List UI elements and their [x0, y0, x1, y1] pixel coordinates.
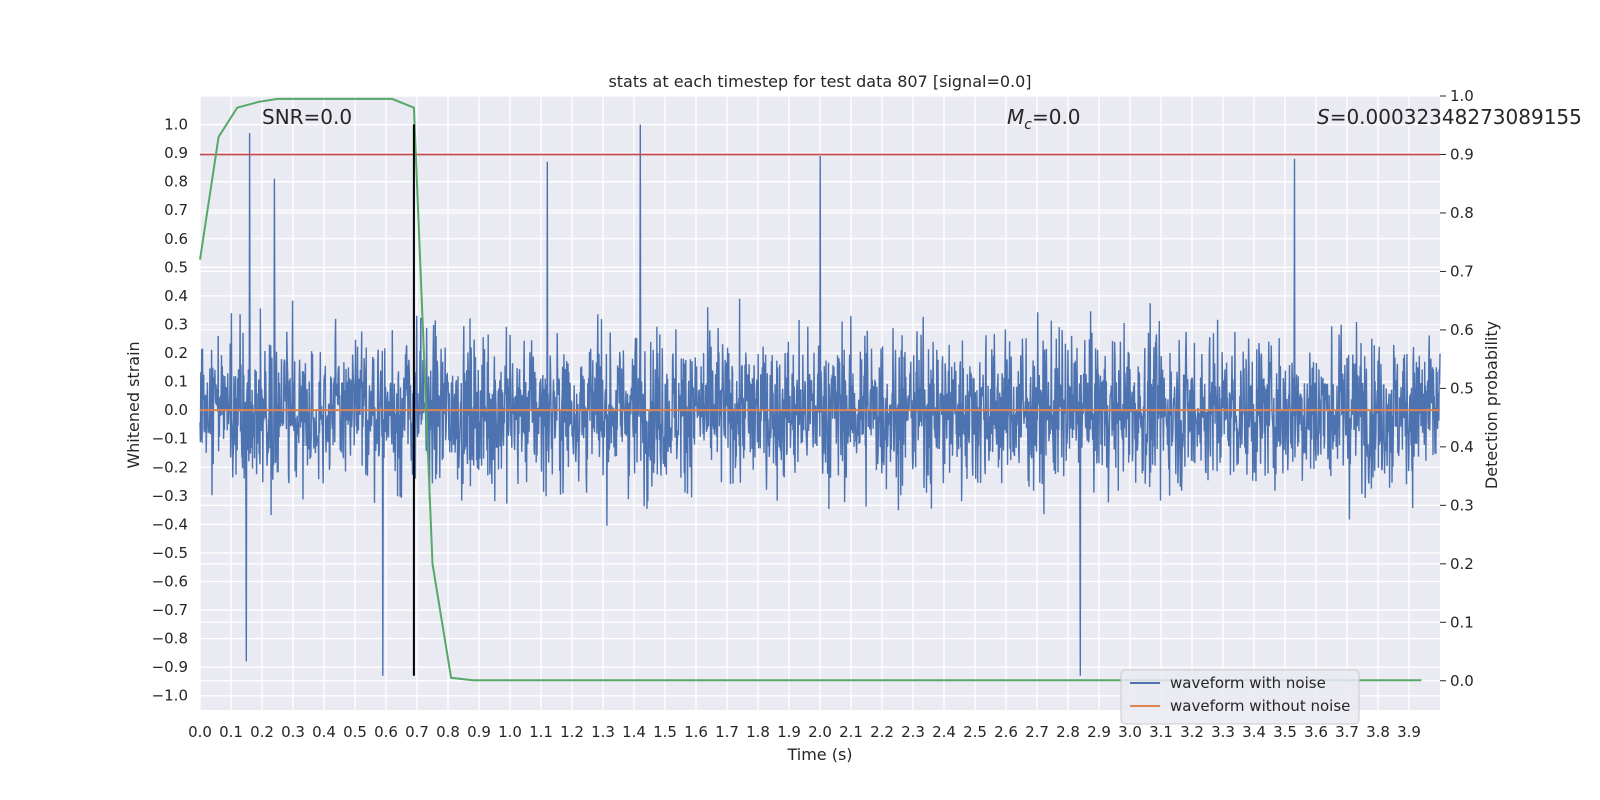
x-tick-label: 3.9	[1397, 723, 1421, 741]
x-tick-label: 2.6	[994, 723, 1018, 741]
mc-subscript: c	[1024, 117, 1032, 133]
mc-annotation: Mc=0.0	[1007, 105, 1081, 133]
x-tick-label: 0.6	[374, 723, 398, 741]
x-tick-label: 2.1	[839, 723, 863, 741]
x-tick-label: 3.4	[1242, 723, 1266, 741]
x-tick-label: 1.2	[560, 723, 584, 741]
snr-annotation: SNR=0.0	[262, 105, 352, 129]
x-tick-label: 1.7	[715, 723, 739, 741]
x-tick-label: 3.2	[1180, 723, 1204, 741]
x-tick-label: 1.8	[746, 723, 770, 741]
x-tick-label: 0.4	[312, 723, 336, 741]
y-right-tick-label: 0.4	[1450, 438, 1474, 456]
s-annotation: S=0.00032348273089155	[1317, 105, 1582, 129]
y-left-tick-label: −0.8	[152, 630, 188, 648]
noise-line	[199, 124, 1441, 676]
x-tick-label: 2.9	[1087, 723, 1111, 741]
legend: waveform with noise waveform without noi…	[1120, 669, 1360, 725]
x-tick-label: 1.9	[777, 723, 801, 741]
x-tick-label: 2.7	[1025, 723, 1049, 741]
y-right-tick-label: 0.2	[1450, 555, 1474, 573]
x-tick-label: 2.3	[901, 723, 925, 741]
y-left-tick-label: −0.1	[152, 430, 188, 448]
y-axis-right-label: Detection probability	[1482, 321, 1501, 489]
y-left-tick-label: −0.6	[152, 572, 188, 590]
y-axis-right-ticks: 1.0 0.9 0.8 0.7 0.6 0.5 0.4 0.3 0.2 0.1 0.0	[1440, 87, 1474, 690]
x-tick-label: 2.2	[870, 723, 894, 741]
y-left-tick-label: −0.3	[152, 487, 188, 505]
x-tick-label: 0.0	[188, 723, 212, 741]
y-left-tick-label: −0.9	[152, 658, 188, 676]
s-value: =0.00032348273089155	[1330, 105, 1582, 129]
y-right-tick-label: 0.3	[1450, 496, 1474, 514]
y-left-tick-label: 0.3	[164, 315, 188, 333]
y-left-tick-label: 0.8	[164, 173, 188, 191]
y-left-tick-label: 0.9	[164, 144, 188, 162]
x-tick-label: 0.9	[467, 723, 491, 741]
x-tick-label: 1.3	[591, 723, 615, 741]
legend-box	[1120, 669, 1360, 725]
y-right-tick-label: 1.0	[1450, 87, 1474, 105]
series-detection-probability	[199, 97, 1422, 682]
x-tick-label: 2.0	[808, 723, 832, 741]
y-axis-left-label: Whitened strain	[124, 341, 143, 468]
x-tick-label: 0.2	[250, 723, 274, 741]
x-axis-label: Time (s)	[786, 745, 852, 764]
x-tick-label: 3.5	[1273, 723, 1297, 741]
x-tick-label: 1.6	[684, 723, 708, 741]
x-tick-label: 1.1	[529, 723, 553, 741]
y-right-tick-label: 0.1	[1450, 613, 1474, 631]
y-left-tick-label: 0.4	[164, 287, 188, 305]
legend-label-noise: waveform with noise	[1170, 674, 1326, 692]
mc-symbol: M	[1007, 105, 1024, 129]
mc-value: =0.0	[1032, 105, 1081, 129]
y-left-tick-label: 0.5	[164, 258, 188, 276]
x-tick-label: 3.7	[1335, 723, 1359, 741]
y-right-tick-label: 0.7	[1450, 262, 1474, 280]
x-tick-label: 1.4	[622, 723, 646, 741]
chart-title: stats at each timestep for test data 807…	[608, 72, 1031, 91]
x-tick-label: 3.6	[1304, 723, 1328, 741]
y-left-tick-label: −0.2	[152, 458, 188, 476]
y-right-tick-label: 0.6	[1450, 321, 1474, 339]
x-tick-label: 2.8	[1056, 723, 1080, 741]
x-tick-label: 0.3	[281, 723, 305, 741]
y-left-tick-label: −0.7	[152, 601, 188, 619]
y-axis-left-ticks: 1.0 0.9 0.8 0.7 0.6 0.5 0.4 0.3 0.2 0.1 0.0 −0.1 −0.…	[152, 116, 188, 705]
y-left-tick-label: 0.7	[164, 201, 188, 219]
y-right-tick-label: 0.5	[1450, 379, 1474, 397]
x-tick-label: 2.4	[932, 723, 956, 741]
x-tick-label: 0.8	[436, 723, 460, 741]
y-left-tick-label: −0.5	[152, 544, 188, 562]
x-tick-label: 2.5	[963, 723, 987, 741]
x-axis-ticks: 0.0 0.1 0.2 0.3 0.4 0.5 0.6 0.7 0.8 0.9 1.0 1.1 1.2 1…	[188, 723, 1421, 741]
series-waveform-with-noise	[199, 124, 1441, 676]
s-symbol: S	[1317, 105, 1330, 129]
y-left-tick-label: 0.1	[164, 373, 188, 391]
y-right-tick-label: 0.0	[1450, 672, 1474, 690]
y-left-tick-label: 0.6	[164, 230, 188, 248]
x-tick-label: 0.1	[219, 723, 243, 741]
x-tick-label: 0.7	[405, 723, 429, 741]
x-tick-label: 3.3	[1211, 723, 1235, 741]
y-left-tick-label: 1.0	[164, 116, 188, 134]
x-tick-label: 1.5	[653, 723, 677, 741]
x-tick-label: 3.0	[1118, 723, 1142, 741]
y-left-tick-label: −1.0	[152, 687, 188, 705]
y-left-tick-label: −0.4	[152, 515, 188, 533]
x-tick-label: 3.8	[1366, 723, 1390, 741]
legend-label-clean: waveform without noise	[1170, 697, 1350, 715]
x-tick-label: 0.5	[343, 723, 367, 741]
x-tick-label: 3.1	[1149, 723, 1173, 741]
y-right-tick-label: 0.9	[1450, 145, 1474, 163]
y-right-tick-label: 0.8	[1450, 204, 1474, 222]
y-left-tick-label: 0.0	[164, 401, 188, 419]
y-left-tick-label: 0.2	[164, 344, 188, 362]
x-tick-label: 1.0	[498, 723, 522, 741]
